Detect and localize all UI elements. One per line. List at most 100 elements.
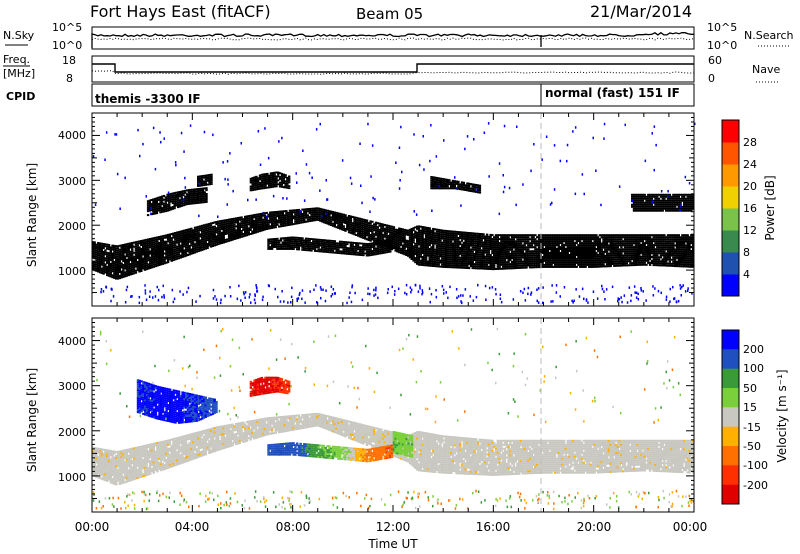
freq-unit-label: [MHz] <box>3 67 35 80</box>
heatmap-cell <box>453 258 456 261</box>
heatmap-cell <box>403 228 406 231</box>
heatmap-cell <box>209 239 213 242</box>
heatmap-cell <box>134 263 138 266</box>
heatmap-cell <box>627 244 630 247</box>
heatmap-cell <box>373 235 376 238</box>
heatmap-cell <box>648 252 652 254</box>
heatmap-cell <box>154 265 157 268</box>
heatmap-cell <box>175 231 179 234</box>
heatmap-cell <box>419 235 422 238</box>
heatmap-cell <box>475 234 478 237</box>
heatmap-cell <box>120 252 123 255</box>
heatmap-cell <box>570 254 573 256</box>
heatmap-cell <box>378 222 381 225</box>
heatmap-cell <box>356 227 360 229</box>
heatmap-cell <box>417 241 421 244</box>
heatmap-cell <box>618 250 621 253</box>
heatmap-cell <box>113 272 116 275</box>
heatmap-cell <box>631 236 634 239</box>
heatmap-cell <box>537 242 541 245</box>
heatmap-cell <box>480 255 483 258</box>
heatmap-cell <box>141 241 145 244</box>
heatmap-cell <box>414 248 417 251</box>
heatmap-cell <box>97 250 100 253</box>
heatmap-cell <box>116 269 120 272</box>
heatmap-cell <box>502 249 505 252</box>
heatmap-cell <box>120 248 123 251</box>
heatmap-cell <box>91 243 95 245</box>
heatmap-cell <box>598 247 602 250</box>
heatmap-cell <box>100 248 104 251</box>
heatmap-cell <box>611 254 614 257</box>
heatmap-cell <box>220 234 224 236</box>
heatmap-cell <box>412 237 415 240</box>
heatmap-cell <box>609 240 612 243</box>
heatmap-cell <box>303 212 306 215</box>
heatmap-cell <box>582 252 585 254</box>
heatmap-cell <box>398 249 401 252</box>
heatmap-cell <box>150 266 154 269</box>
heatmap-cell <box>107 272 111 275</box>
heatmap-cell <box>476 257 480 260</box>
heatmap-cell <box>333 221 336 224</box>
heatmap-cell <box>292 248 295 250</box>
heatmap-cell <box>224 231 227 234</box>
heatmap-cell <box>625 264 628 267</box>
heatmap-cell <box>571 257 575 260</box>
heatmap-cell <box>206 227 209 230</box>
heatmap-cell <box>620 252 623 255</box>
heatmap-cell <box>550 246 553 249</box>
heatmap-cell <box>541 248 544 251</box>
heatmap-cell <box>613 264 616 267</box>
heatmap-cell <box>607 258 611 261</box>
heatmap-cell <box>539 250 542 253</box>
heatmap-cell <box>650 242 654 245</box>
heatmap-cell <box>190 233 193 236</box>
heatmap-cell <box>469 256 473 259</box>
heatmap-cell <box>552 246 555 249</box>
heatmap-cell <box>432 240 435 243</box>
heatmap-cell <box>287 213 290 216</box>
heatmap-cell <box>541 263 544 266</box>
heatmap-cell <box>283 218 286 221</box>
heatmap-cell <box>493 244 496 247</box>
heatmap-cell <box>95 257 98 260</box>
heatmap-cell <box>209 245 213 248</box>
heatmap-cell <box>596 238 600 241</box>
heatmap-cell <box>493 252 496 255</box>
heatmap-cell <box>330 216 333 219</box>
heatmap-cell <box>281 212 284 215</box>
heatmap-cell <box>604 259 607 262</box>
heatmap-cell <box>607 256 611 259</box>
heatmap-cell <box>428 239 431 242</box>
heatmap-cell <box>351 224 354 227</box>
heatmap-cell <box>405 243 408 246</box>
heatmap-cell <box>595 253 598 256</box>
heatmap-cell <box>577 256 580 258</box>
heatmap-cell <box>163 260 166 263</box>
heatmap-cell <box>362 222 365 225</box>
heatmap-cell <box>514 260 517 263</box>
cpid-mode-normal: normal (fast) 151 IF <box>545 86 680 100</box>
heatmap-cell <box>570 252 573 254</box>
heatmap-cell <box>161 239 164 242</box>
heatmap-cell <box>530 260 534 263</box>
heatmap-cell <box>396 236 399 239</box>
heatmap-cell <box>614 240 618 243</box>
heatmap-cell <box>328 219 331 222</box>
heatmap-cell <box>448 258 451 261</box>
heatmap-cell <box>484 237 487 240</box>
heatmap-cell <box>505 242 508 245</box>
heatmap-cell <box>446 266 449 269</box>
heatmap-cell <box>419 245 422 248</box>
heatmap-cell <box>408 254 412 257</box>
heatmap-cell <box>184 244 188 247</box>
heatmap-cell <box>521 236 525 239</box>
heatmap-cell <box>498 265 501 268</box>
heatmap-cell <box>516 267 519 269</box>
heatmap-cell <box>115 247 118 250</box>
heatmap-cell <box>446 234 449 237</box>
heatmap-cell <box>356 221 360 224</box>
heatmap-cell <box>589 256 593 258</box>
heatmap-cell <box>310 207 313 210</box>
